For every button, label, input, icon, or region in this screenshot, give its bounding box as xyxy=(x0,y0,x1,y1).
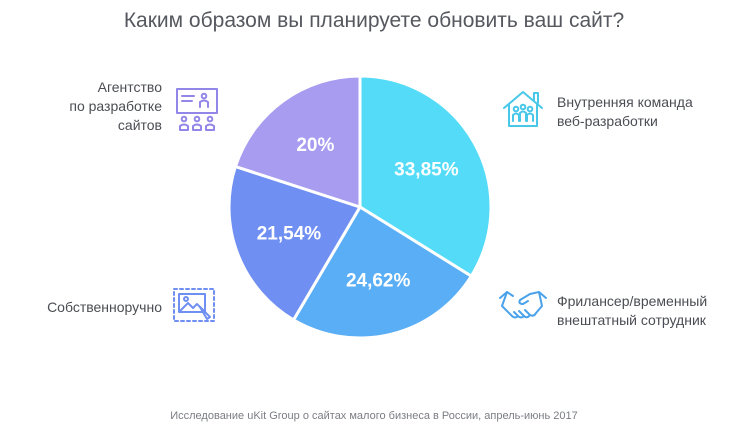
legend-label-self: Собственноручно xyxy=(47,299,162,315)
slice-value-label-3: 20% xyxy=(296,135,334,156)
presentation-team-icon xyxy=(176,88,218,131)
pie-slice-1 xyxy=(292,205,473,340)
pie-slice-2 xyxy=(227,165,362,322)
legend-label-agency: Агентство по разработке сайтов xyxy=(69,79,162,133)
slice-value-label-2: 21,54% xyxy=(257,223,322,244)
slice-value-label-1: 24,62% xyxy=(346,270,411,291)
source-note: Исследование uKit Group о сайтах малого … xyxy=(170,410,578,422)
slice-value-label-0: 33,85% xyxy=(394,160,459,181)
handshake-icon xyxy=(499,291,547,319)
house-team-icon xyxy=(503,91,543,127)
legend-label-internal-team: Внутренняя команда веб-разработки xyxy=(557,94,693,129)
legend-label-freelancer: Фрилансер/временный внештатный сотрудник xyxy=(557,293,708,328)
pie-slice-3 xyxy=(233,74,362,209)
chart-title: Каким образом вы планируете обновить ваш… xyxy=(123,9,625,32)
image-edit-icon xyxy=(173,288,215,322)
